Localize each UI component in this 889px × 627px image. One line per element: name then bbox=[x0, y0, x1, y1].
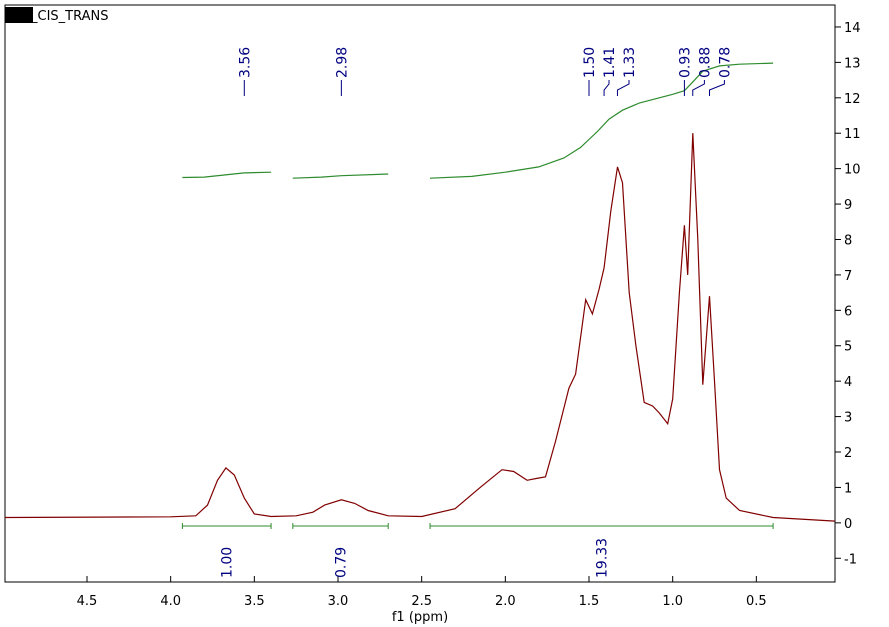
peak-connector bbox=[616, 80, 630, 96]
y-tick-label: 3 bbox=[844, 411, 852, 426]
x-tick-label: 4.5 bbox=[77, 594, 98, 609]
peak-connector bbox=[692, 80, 705, 96]
integral-label: 1.00 bbox=[220, 547, 236, 578]
peak-label: 3.56 bbox=[237, 47, 253, 78]
spectrum-line bbox=[4, 133, 836, 522]
y-tick-label: -1 bbox=[844, 552, 857, 567]
y-tick-label: 11 bbox=[844, 127, 861, 142]
y-tick-label: 13 bbox=[844, 56, 861, 71]
peak-label: 0.78 bbox=[717, 47, 733, 78]
x-tick-label: 0.5 bbox=[746, 594, 767, 609]
x-tick-label: 3.0 bbox=[328, 594, 349, 609]
y-tick-label: 8 bbox=[844, 233, 852, 248]
y-tick-label: 7 bbox=[844, 269, 852, 284]
integral-bracket bbox=[292, 523, 389, 529]
integral-label: 0.79 bbox=[334, 547, 350, 578]
y-tick-label: 9 bbox=[844, 198, 852, 213]
peak-connector bbox=[603, 80, 610, 96]
x-tick-label: 3.5 bbox=[244, 594, 265, 609]
y-tick-label: 14 bbox=[844, 21, 861, 36]
y-tick-label: 5 bbox=[844, 340, 852, 355]
peak-connector bbox=[708, 80, 725, 96]
peak-label: 1.41 bbox=[602, 47, 618, 78]
peak-label: 1.33 bbox=[622, 47, 638, 78]
peak-label: 2.98 bbox=[334, 47, 350, 78]
y-tick-label: 4 bbox=[844, 375, 852, 390]
y-tick-label: 10 bbox=[844, 163, 861, 178]
redaction bbox=[5, 7, 33, 23]
plot-frame bbox=[4, 4, 836, 583]
x-tick-label: 2.0 bbox=[495, 594, 516, 609]
integral-bracket bbox=[181, 523, 272, 529]
x-tick-label: 4.0 bbox=[160, 594, 181, 609]
y-tick-label: 2 bbox=[844, 446, 852, 461]
y-tick-label: 1 bbox=[844, 481, 852, 496]
integral-label: 19.33 bbox=[595, 538, 611, 578]
peak-label: 1.50 bbox=[582, 47, 598, 78]
integral-bracket bbox=[429, 523, 774, 529]
peak-label: 0.88 bbox=[697, 47, 713, 78]
y-tick-label: 6 bbox=[844, 304, 852, 319]
x-tick-label: 2.5 bbox=[411, 594, 432, 609]
y-tick-label: 0 bbox=[844, 517, 852, 532]
x-axis-label: f1 (ppm) bbox=[392, 610, 448, 625]
x-tick-label: 1.0 bbox=[662, 594, 683, 609]
chart-title: _CIS_TRANS bbox=[30, 9, 108, 24]
x-tick-label: 1.5 bbox=[579, 594, 600, 609]
y-tick-label: 12 bbox=[844, 92, 861, 107]
peak-label: 0.93 bbox=[677, 47, 693, 78]
integral-curve bbox=[182, 62, 774, 179]
